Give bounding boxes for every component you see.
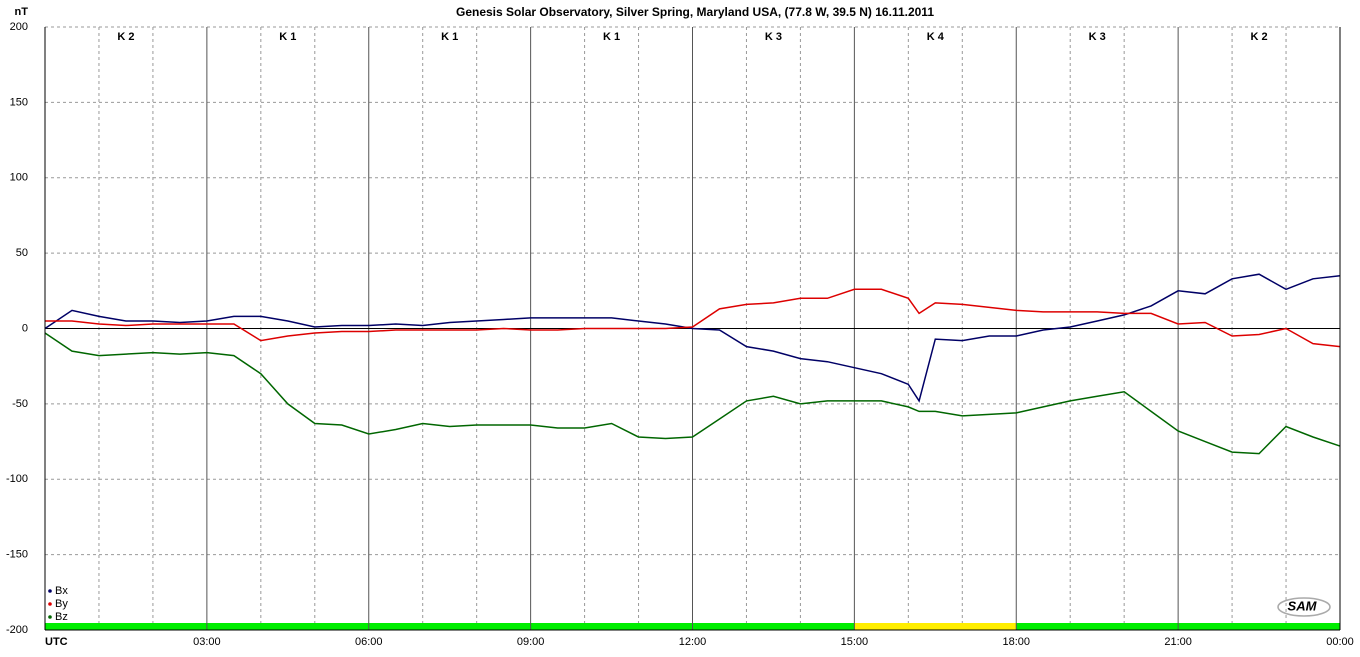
x-tick-label: 18:00: [1002, 636, 1030, 648]
logo-ring: [1277, 597, 1331, 617]
k-index-label: K 1: [441, 31, 458, 43]
y-tick-label: -100: [6, 473, 28, 485]
x-tick-label: 00:00: [1326, 636, 1354, 648]
x-tick-label: 12:00: [679, 636, 707, 648]
k-status-bar: [854, 623, 1017, 630]
k-index-label: K 1: [279, 31, 296, 43]
series-line: [44, 273, 1341, 403]
series-line: [44, 332, 1341, 455]
k-status-bar: [530, 623, 693, 630]
legend-marker: [48, 602, 52, 606]
x-tick-label: 09:00: [517, 636, 545, 648]
y-tick-label: 200: [10, 21, 28, 33]
k-index-label: K 1: [603, 31, 620, 43]
y-tick-label: -200: [6, 624, 28, 636]
x-tick-label: 15:00: [841, 636, 869, 648]
series-line: [45, 288, 1341, 348]
k-index-label: K 3: [1089, 31, 1106, 43]
y-axis-label: nT: [15, 6, 29, 18]
k-index-label: K 3: [765, 31, 782, 43]
y-tick-label: -50: [12, 398, 28, 410]
y-tick-label: 150: [10, 96, 28, 108]
legend-label: Bz: [55, 611, 68, 623]
legend-marker: [48, 589, 52, 593]
k-status-bar: [45, 623, 207, 630]
y-tick-label: 0: [22, 322, 28, 334]
k-status-bar: [1016, 623, 1179, 630]
k-status-bar: [1178, 623, 1340, 630]
k-index-label: K 4: [927, 31, 945, 43]
logo: SAM: [1288, 598, 1318, 613]
y-tick-label: -150: [6, 549, 28, 561]
x-tick-label: UTC: [45, 636, 68, 648]
k-index-label: K 2: [117, 31, 134, 43]
k-status-bar: [368, 623, 531, 630]
legend-label: By: [55, 598, 68, 610]
k-index-label: K 2: [1251, 31, 1268, 43]
x-tick-label: 21:00: [1164, 636, 1192, 648]
k-status-bar: [206, 623, 369, 630]
y-tick-label: 50: [16, 247, 28, 259]
y-tick-label: 100: [10, 172, 28, 184]
legend-label: Bx: [55, 585, 68, 597]
legend-marker: [48, 615, 52, 619]
chart-title: Genesis Solar Observatory, Silver Spring…: [456, 5, 934, 19]
k-status-bar: [692, 623, 855, 630]
x-tick-label: 03:00: [193, 636, 221, 648]
x-tick-label: 06:00: [355, 636, 383, 648]
